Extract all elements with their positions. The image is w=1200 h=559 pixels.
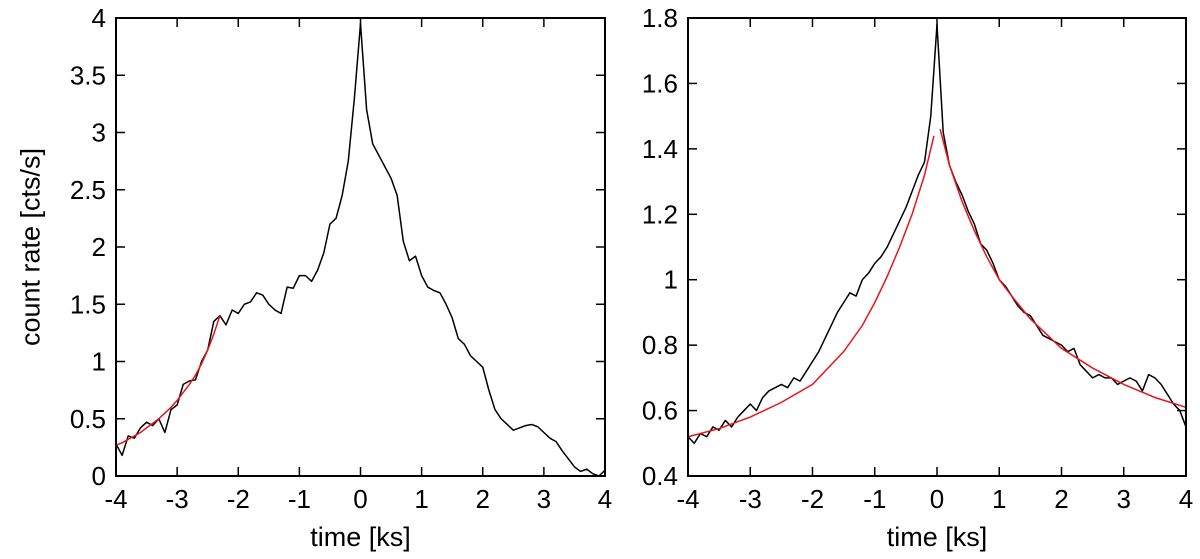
- x-tick-label: -1: [863, 484, 886, 514]
- y-tick-label: 0.5: [70, 404, 106, 434]
- y-tick-label: 1: [92, 347, 106, 377]
- y-axis-label: count rate [cts/s]: [15, 148, 45, 346]
- x-tick-label: 1: [414, 484, 428, 514]
- y-tick-label: 0: [92, 461, 106, 491]
- plot-frame: [687, 17, 1187, 477]
- data-series-1-0: [687, 23, 1187, 445]
- right-panel: -4 -3 -2 -1 0 1 2 3 4 0.4 0.6 0.8 1 1.2 1.4 1.6 1.8 time …: [642, 3, 1193, 552]
- x-tick-label: 0: [353, 484, 367, 514]
- x-axis-label: time [ks]: [887, 522, 988, 552]
- y-tick-label: 3: [92, 118, 106, 148]
- y-tick-label: 1: [664, 265, 678, 295]
- y-tick-label: 1.2: [642, 199, 678, 229]
- x-tick-label: -2: [801, 484, 824, 514]
- x-tick-label: -3: [166, 484, 189, 514]
- y-tick-label: 1.4: [642, 134, 678, 164]
- x-tick-label: -3: [739, 484, 762, 514]
- y-tick-label: 2.5: [70, 175, 106, 205]
- left-panel: -4 -3 -2 -1 0 1 2 3 4 0 0.5 1 1.5 2 2.5 3 3.5 4 time [ks] c…: [15, 3, 612, 552]
- y-tick-label: 2: [92, 232, 106, 262]
- x-tick-label: -4: [104, 484, 127, 514]
- fit-curve-1-1: [687, 135, 935, 438]
- x-tick-label: 3: [537, 484, 551, 514]
- x-tick-label: 4: [1179, 484, 1193, 514]
- y-tick-label: 0.6: [642, 396, 678, 426]
- x-tick-label: -2: [227, 484, 250, 514]
- x-tick-label: 2: [476, 484, 490, 514]
- y-tick-label: 1.5: [70, 289, 106, 319]
- x-tick-label: -1: [288, 484, 311, 514]
- x-tick-label: 0: [930, 484, 944, 514]
- y-tick-label: 0.8: [642, 330, 678, 360]
- y-tick-label: 1.6: [642, 68, 678, 98]
- x-tick-label: 4: [598, 484, 612, 514]
- x-axis-label: time [ks]: [310, 522, 411, 552]
- y-tick-label: 0.4: [642, 461, 678, 491]
- y-tick-label: 3.5: [70, 60, 106, 90]
- data-series-0-0: [115, 22, 606, 477]
- y-tick-label: 4: [92, 3, 106, 33]
- fit-curve-0-1: [115, 315, 221, 446]
- x-tick-label: 3: [1117, 484, 1131, 514]
- fit-curve-1-2: [939, 129, 1187, 409]
- y-tick-label: 1.8: [642, 3, 678, 33]
- x-tick-label: -4: [676, 484, 699, 514]
- plot-frame: [115, 17, 606, 477]
- x-tick-label: 1: [992, 484, 1006, 514]
- x-tick-label: 2: [1054, 484, 1068, 514]
